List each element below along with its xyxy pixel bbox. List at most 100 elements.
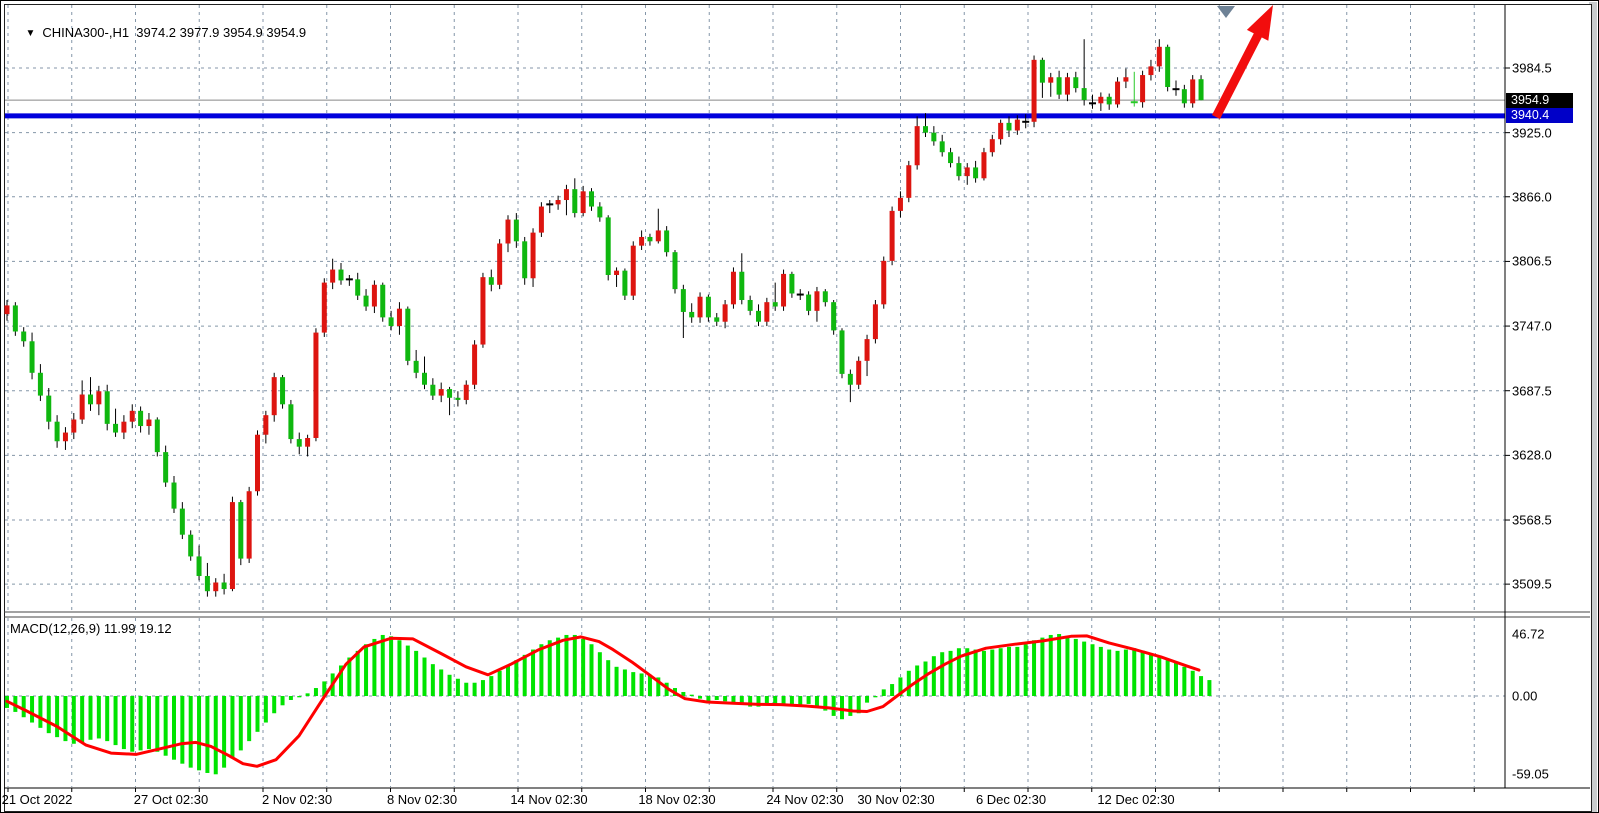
macd-histogram-bar bbox=[1007, 646, 1011, 696]
candle-body bbox=[488, 277, 494, 285]
macd-histogram-bar bbox=[556, 637, 561, 696]
candle-body bbox=[831, 302, 837, 331]
candle-body bbox=[213, 582, 219, 592]
candle-body bbox=[296, 439, 302, 447]
candle-body bbox=[1031, 59, 1037, 122]
candle-body bbox=[430, 384, 436, 396]
macd-histogram-bar bbox=[422, 657, 427, 696]
candle-body bbox=[530, 232, 536, 279]
candle-body bbox=[1006, 122, 1012, 131]
candle-body bbox=[196, 556, 202, 576]
symbol-ohlc-text: CHINA300-,H1 3974.2 3977.9 3954.9 3954.9 bbox=[42, 25, 307, 40]
trend-arrow-shaft[interactable] bbox=[1211, 32, 1263, 120]
candle-body bbox=[998, 122, 1004, 140]
candle-body bbox=[872, 304, 878, 340]
macd-histogram-bar bbox=[355, 650, 360, 696]
macd-histogram-bar bbox=[280, 696, 285, 706]
candle-body bbox=[171, 482, 177, 509]
candle-body bbox=[730, 271, 736, 305]
price-axis-label: 3984.5 bbox=[1512, 60, 1552, 76]
macd-histogram-bar bbox=[297, 696, 302, 698]
macd-histogram-bar bbox=[806, 696, 811, 704]
macd-histogram-bar bbox=[480, 680, 485, 696]
macd-histogram-bar bbox=[372, 638, 377, 696]
macd-histogram-bar bbox=[1123, 649, 1128, 696]
macd-histogram-bar bbox=[823, 696, 828, 711]
candle-body bbox=[572, 189, 578, 214]
candle-body bbox=[923, 126, 928, 133]
macd-histogram-bar bbox=[998, 648, 1003, 696]
macd-histogram-bar bbox=[146, 696, 151, 750]
candle-body bbox=[62, 432, 68, 442]
candle-body bbox=[363, 295, 369, 307]
macd-histogram-bar bbox=[71, 696, 76, 744]
macd-histogram-bar bbox=[339, 665, 343, 696]
candle-body bbox=[664, 230, 670, 253]
candle-body bbox=[355, 279, 361, 296]
macd-histogram-bar bbox=[230, 696, 235, 759]
macd-histogram-bar bbox=[831, 696, 836, 716]
macd-histogram-bar bbox=[1182, 666, 1187, 696]
macd-histogram-bar bbox=[180, 696, 185, 764]
candle-body bbox=[931, 132, 937, 142]
candle-body bbox=[1056, 77, 1062, 95]
macd-histogram-bar bbox=[213, 696, 218, 775]
candle-body bbox=[163, 452, 169, 483]
macd-histogram-bar bbox=[789, 696, 794, 704]
candle-body bbox=[4, 305, 10, 315]
candle-body bbox=[964, 167, 970, 177]
candle-body bbox=[864, 339, 870, 361]
marker-triangle-icon[interactable] bbox=[1217, 6, 1235, 18]
candle-body bbox=[897, 197, 903, 211]
candle-body bbox=[672, 252, 678, 290]
macd-histogram-bar bbox=[1057, 634, 1062, 696]
macd-histogram-bar bbox=[865, 696, 870, 703]
macd-histogram-bar bbox=[364, 644, 369, 696]
candle-body bbox=[563, 189, 569, 201]
candle-body bbox=[1098, 96, 1104, 104]
symbol-dropdown-icon[interactable]: ▼ bbox=[25, 28, 36, 39]
candle-body bbox=[104, 391, 110, 424]
candle-body bbox=[497, 243, 503, 285]
time-axis-label: 6 Dec 02:30 bbox=[975, 792, 1047, 807]
candle-body bbox=[1198, 79, 1204, 101]
macd-histogram-bar bbox=[222, 696, 227, 768]
macd-histogram-bar bbox=[748, 696, 753, 707]
candle-body bbox=[822, 291, 828, 303]
macd-histogram-bar bbox=[756, 696, 761, 707]
macd-histogram-bar bbox=[923, 661, 928, 696]
hline-price-badge[interactable]: 3940.4 bbox=[1506, 108, 1573, 124]
trend-arrow-head[interactable] bbox=[1246, 5, 1273, 41]
macd-histogram-bar bbox=[973, 649, 978, 696]
macd-histogram-bar bbox=[1157, 657, 1162, 696]
candle-body bbox=[179, 508, 185, 535]
candle-body bbox=[438, 389, 444, 396]
macd-histogram-bar bbox=[1140, 650, 1145, 696]
macd-histogram-bar bbox=[1148, 653, 1153, 696]
candle-body bbox=[772, 302, 778, 307]
window-edge-strip bbox=[1589, 2, 1597, 812]
macd-histogram-bar bbox=[848, 696, 853, 716]
macd-histogram-bar bbox=[547, 640, 552, 696]
candle-body bbox=[1140, 75, 1146, 103]
candle-body bbox=[113, 423, 119, 433]
macd-histogram-bar bbox=[881, 689, 886, 696]
price-axis-label: 3509.5 bbox=[1512, 576, 1552, 592]
macd-axis-label: 46.72 bbox=[1512, 626, 1545, 642]
macd-histogram-bar bbox=[272, 696, 277, 714]
candle-body bbox=[739, 271, 745, 300]
candle-body bbox=[255, 434, 260, 492]
macd-histogram-bar bbox=[698, 696, 703, 699]
macd-histogram-bar bbox=[305, 693, 310, 696]
candle-body bbox=[313, 332, 319, 438]
candle-body bbox=[21, 331, 27, 342]
macd-histogram-bar bbox=[205, 696, 210, 773]
candle-body bbox=[914, 126, 920, 166]
candle-body bbox=[12, 305, 18, 332]
macd-histogram-bar bbox=[522, 654, 527, 696]
candle-body bbox=[371, 284, 377, 307]
candle-body bbox=[305, 437, 311, 447]
macd-histogram-bar bbox=[414, 650, 419, 696]
